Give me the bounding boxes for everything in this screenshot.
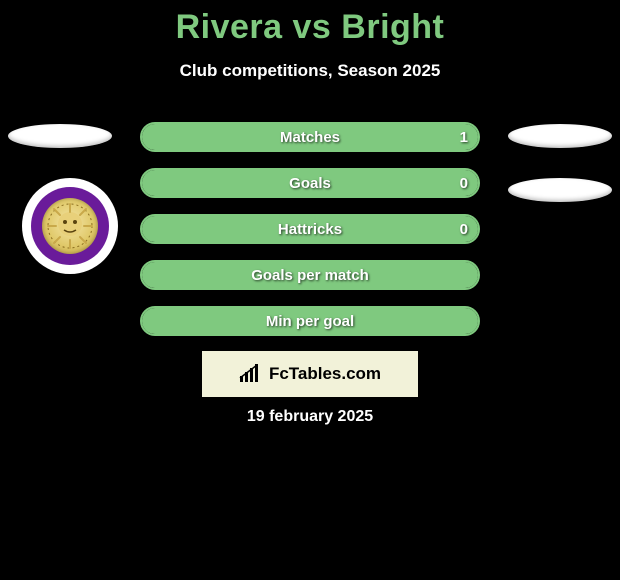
stat-row: Hattricks 0: [140, 214, 480, 244]
stats-panel: Matches 1 Goals 0 Hattricks 0 Goals per match M…: [140, 122, 480, 352]
stat-row: Matches 1: [140, 122, 480, 152]
stat-label: Goals per match: [251, 267, 369, 284]
club-badge: [22, 178, 118, 274]
stat-row: Min per goal: [140, 306, 480, 336]
stat-label: Matches: [280, 129, 340, 146]
club-badge-inner: [31, 187, 109, 265]
player-left-placeholder-pill: [8, 124, 112, 148]
stat-right-value: 0: [460, 216, 468, 242]
stat-right-value: 0: [460, 170, 468, 196]
page-subtitle: Club competitions, Season 2025: [0, 61, 620, 81]
brand-text: FcTables.com: [269, 364, 381, 384]
page-title: Rivera vs Bright: [0, 0, 620, 47]
brand-box[interactable]: FcTables.com: [202, 351, 418, 397]
player-right-placeholder-pill-2: [508, 178, 612, 202]
stat-label: Min per goal: [266, 313, 354, 330]
bars-icon: [239, 364, 263, 384]
stat-row: Goals per match: [140, 260, 480, 290]
footer-date: 19 february 2025: [0, 408, 620, 426]
stat-label: Hattricks: [278, 221, 342, 238]
stat-row: Goals 0: [140, 168, 480, 198]
stat-label: Goals: [289, 175, 331, 192]
player-right-placeholder-pill-1: [508, 124, 612, 148]
lion-icon: [42, 198, 98, 254]
stat-right-value: 1: [460, 124, 468, 150]
